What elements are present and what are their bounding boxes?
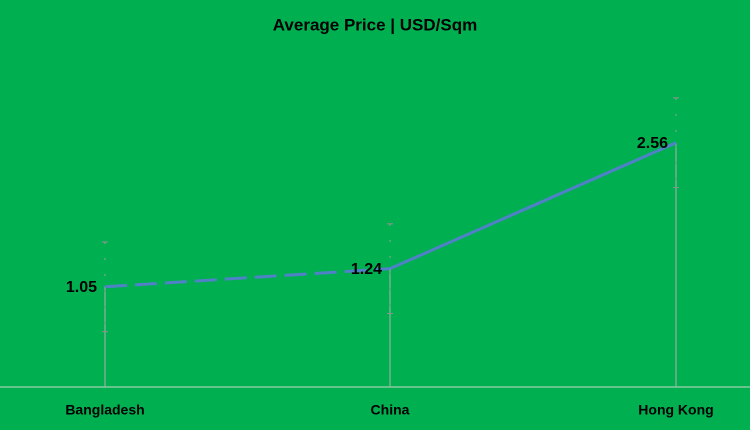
x-tick-label: China	[371, 402, 410, 418]
data-label: 1.05	[66, 279, 97, 296]
data-label: 2.56	[637, 135, 668, 152]
chart-title: Average Price | USD/Sqm	[273, 15, 477, 34]
line-segment	[389, 141, 677, 271]
x-tick-label: Hong Kong	[638, 402, 713, 418]
data-label: 1.24	[351, 261, 382, 278]
line-segment	[104, 267, 391, 289]
x-tick-label: Bangladesh	[65, 402, 144, 418]
